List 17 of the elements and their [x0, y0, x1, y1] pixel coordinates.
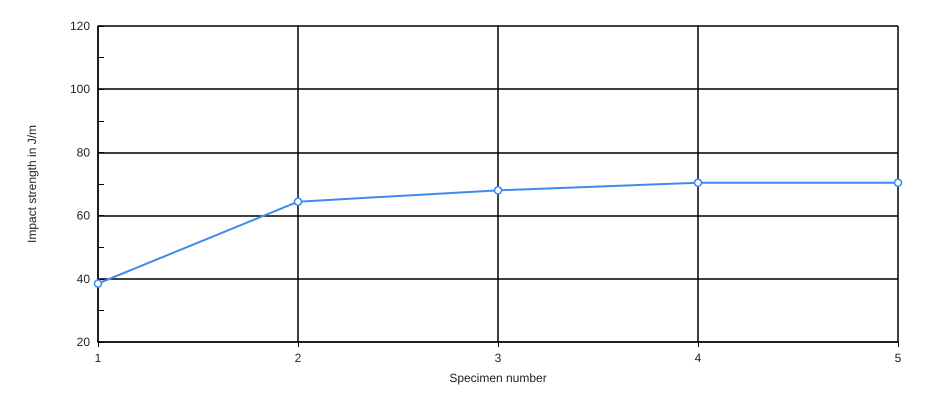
y-tick-label: 20 [76, 335, 90, 349]
point [894, 178, 902, 187]
y-axis-title: Impact strength in J/m [25, 124, 39, 244]
y-tick-label: 60 [76, 208, 90, 223]
x-tick-label: 3 [494, 351, 502, 365]
y-tick-label: 80 [76, 145, 90, 160]
x-tick-label: 5 [894, 351, 902, 365]
x-tick-label: 4 [694, 351, 702, 365]
point [494, 186, 502, 195]
y-tick-label: 100 [70, 82, 90, 96]
x-axis-title: Specimen number [449, 371, 547, 385]
y-tick-label: 120 [70, 19, 90, 33]
point [294, 197, 302, 206]
x-tick-label: 2 [294, 351, 302, 365]
x-tick-label: 1 [94, 351, 102, 365]
y-tick-label: 40 [76, 272, 90, 286]
point [694, 178, 702, 187]
